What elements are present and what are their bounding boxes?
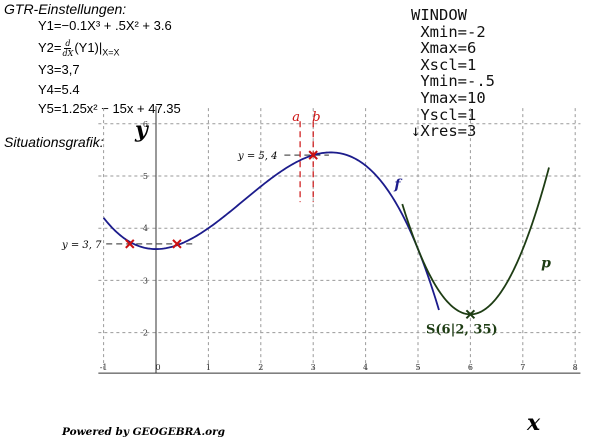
- x-axis-label: x: [526, 410, 541, 436]
- fraction-numerator: d: [64, 39, 72, 50]
- derivative-fraction: d dX: [63, 39, 74, 58]
- y-tick-label: 4: [143, 224, 148, 233]
- y-tick-label: 6: [143, 120, 148, 129]
- window-line: WINDOW: [411, 6, 467, 24]
- window-line: ↓Xres=3: [411, 122, 477, 141]
- window-line: Ymin=-.5: [411, 72, 495, 91]
- line-label-y54: y = 5, 4: [237, 151, 277, 162]
- vertex-marker: [465, 309, 476, 320]
- tick-labels: -1 0 1 2 3 4 5 6 7 8 2 3 4 5 6: [100, 120, 578, 372]
- label-a: a: [292, 110, 300, 125]
- equation-y4: Y4=5.4: [38, 82, 80, 97]
- axes: [98, 106, 581, 374]
- x-tick-label: 5: [415, 363, 420, 372]
- label-p: p: [541, 255, 551, 271]
- x-tick-label: 8: [573, 363, 578, 372]
- x-tick-label: 3: [311, 363, 316, 372]
- equation-y2: Y2= d dX (Y1)|X=X: [38, 38, 120, 63]
- intersection-marker: [172, 239, 182, 249]
- window-line: Yscl=1: [411, 105, 477, 124]
- curve-f: [102, 151, 440, 311]
- intersection-marker: [125, 239, 135, 249]
- y-tick-label: 5: [143, 172, 148, 181]
- equation-y2-lhs: Y2=: [38, 40, 62, 55]
- x-tick-label: 4: [363, 363, 368, 372]
- equation-y2-rhs: (Y1)|: [74, 40, 103, 55]
- window-line: Xmin=-2: [411, 22, 486, 41]
- window-line: Xmax=6: [411, 39, 477, 58]
- curve-p: [401, 167, 550, 316]
- markers: [125, 150, 476, 320]
- y-axis-label: y: [134, 117, 150, 143]
- intersection-marker: [308, 150, 318, 160]
- y-tick-label: 3: [143, 276, 148, 285]
- window-line: Ymax=10: [411, 88, 486, 107]
- line-label-y37: y = 3, 7: [61, 240, 102, 251]
- y-tick-label: 2: [143, 329, 148, 338]
- equation-y3: Y3=3,7: [38, 62, 80, 77]
- x-tick-label: -1: [100, 363, 108, 372]
- window-settings: WINDOW Xmin=-2 Xmax=6 Xscl=1 Ymin=-.5 Ym…: [411, 7, 495, 140]
- equation-y1: Y1=−0.1X³ + .5X² + 3.6: [38, 18, 172, 33]
- x-tick-label: 6: [468, 363, 473, 372]
- window-line: Xscl=1: [411, 55, 477, 74]
- x-tick-label: 0: [155, 363, 160, 372]
- grid: [98, 108, 581, 370]
- label-b: b: [312, 110, 320, 125]
- x-tick-label: 1: [206, 363, 211, 372]
- equation-y5: Y5=1.25x² − 15x + 47.35: [38, 101, 181, 116]
- settings-heading: GTR-Einstellungen:: [4, 1, 127, 17]
- x-tick-label: 7: [520, 363, 525, 372]
- graph-heading: Situationsgrafik:: [4, 134, 104, 150]
- equation-y2-sub: X=X: [102, 47, 120, 58]
- x-tick-label: 2: [258, 363, 263, 372]
- fraction-denominator: dX: [62, 49, 74, 59]
- vertex-label: S(6|2, 35): [426, 322, 498, 337]
- powered-by-geogebra: Powered by GEOGEBRA.org: [61, 426, 225, 438]
- label-f: f: [393, 177, 403, 193]
